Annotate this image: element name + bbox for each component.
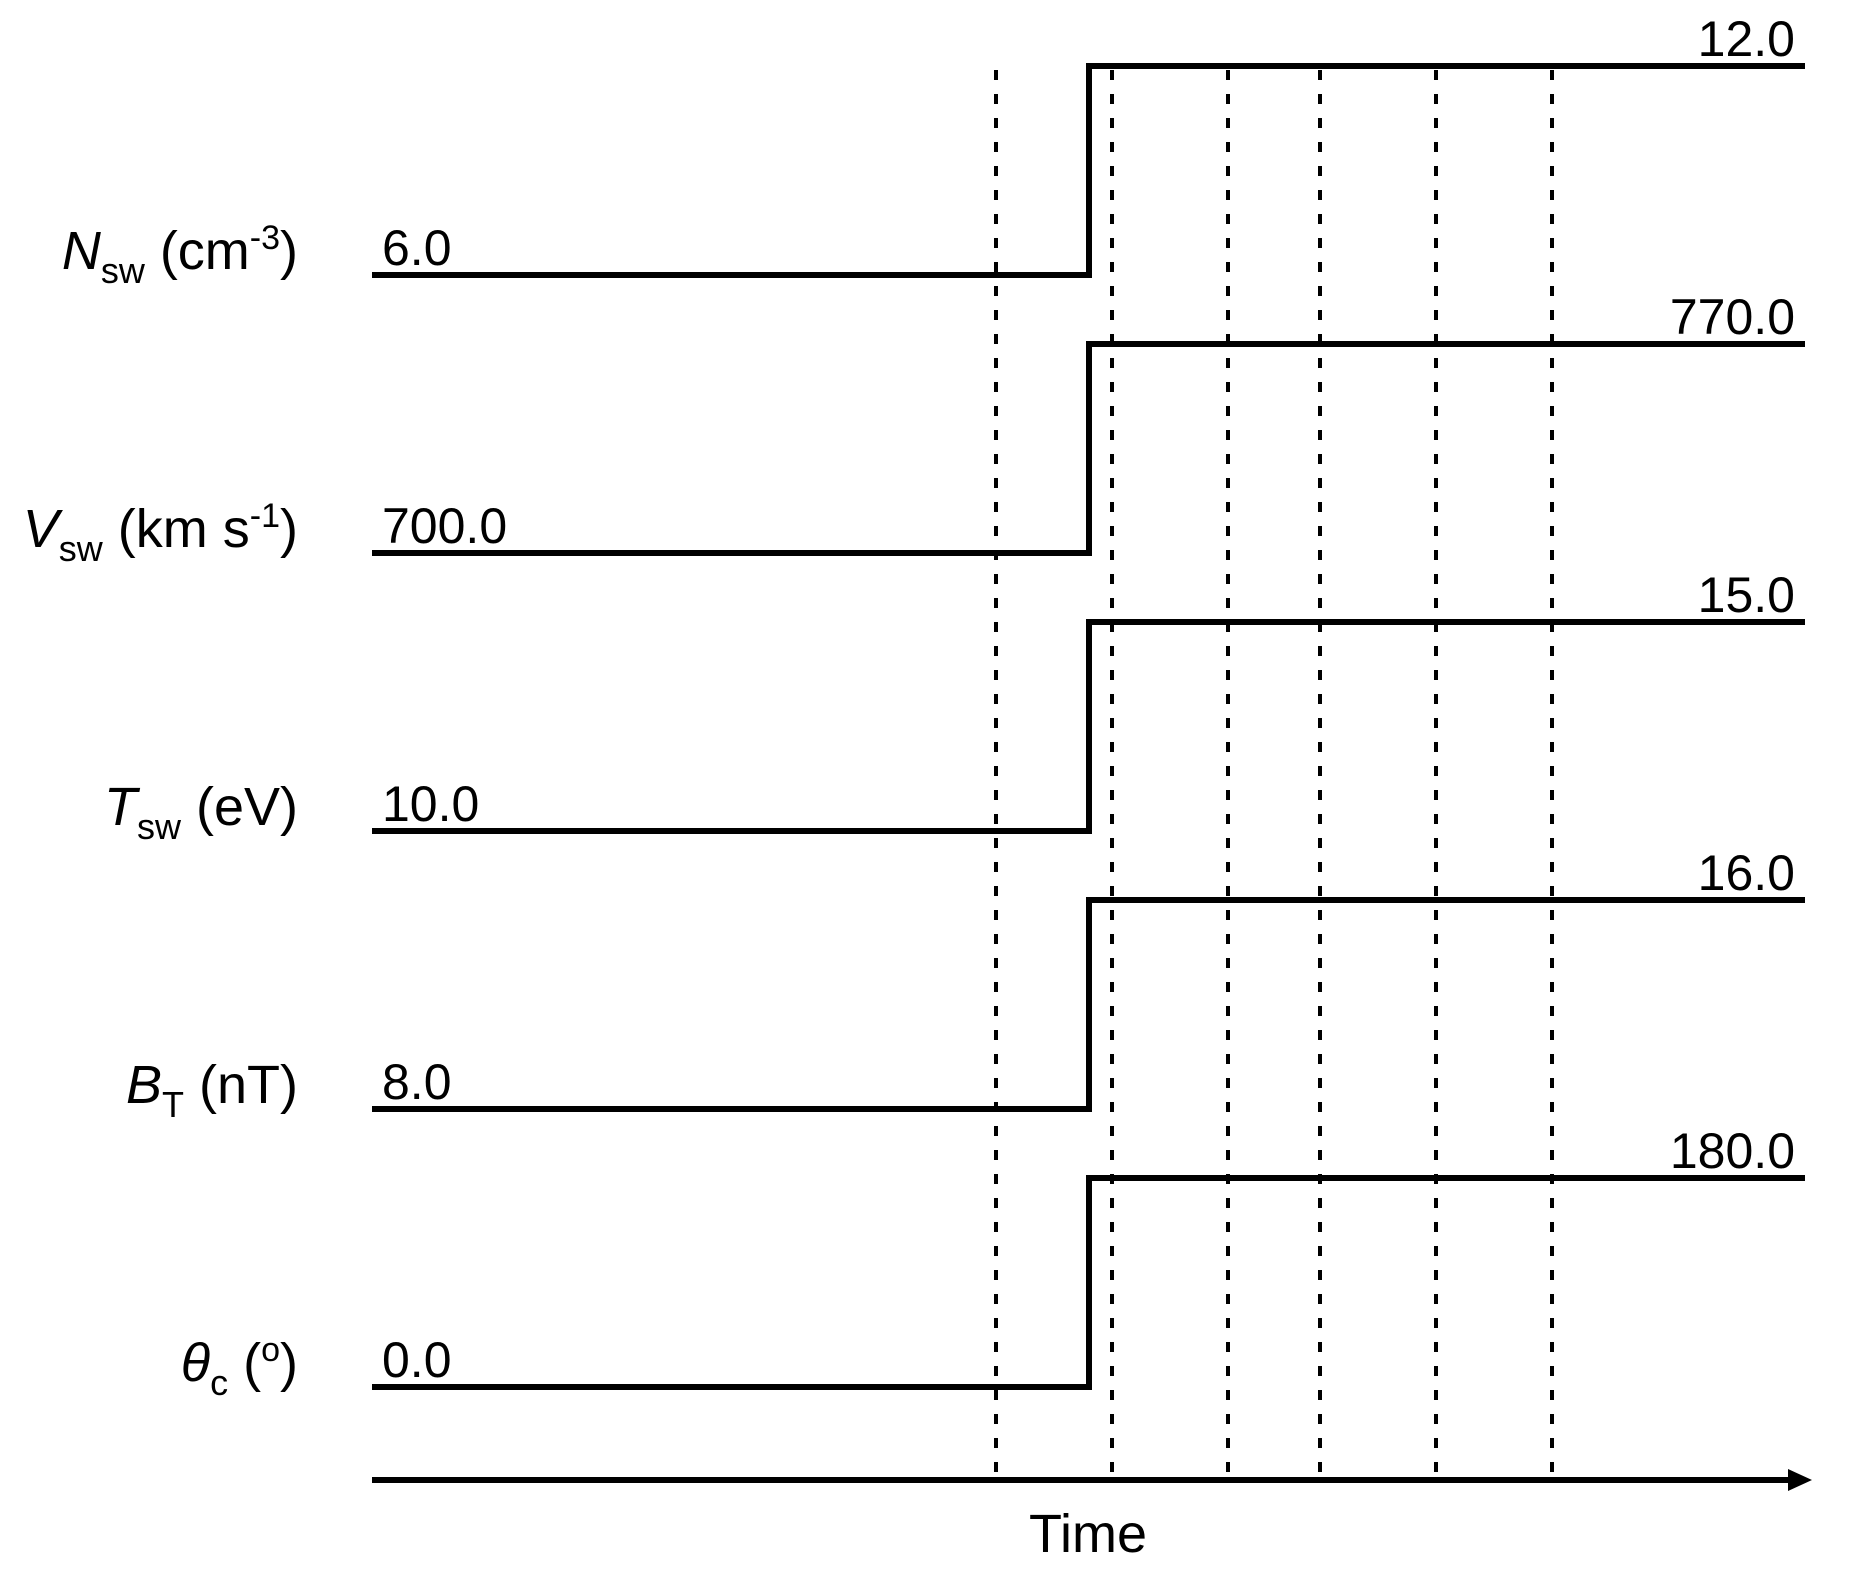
parameter-label: Vsw (km s-1) — [23, 497, 298, 569]
value-after: 16.0 — [1698, 845, 1795, 901]
time-axis: Time — [372, 1469, 1812, 1564]
value-before: 10.0 — [382, 776, 479, 832]
value-after: 770.0 — [1670, 289, 1795, 345]
parameter-symbol: B — [126, 1055, 162, 1115]
parameter-symbol: T — [104, 777, 141, 837]
value-before: 8.0 — [382, 1054, 452, 1110]
parameter-unit-superscript: -1 — [250, 497, 280, 535]
parameter-subscript: sw — [59, 528, 104, 569]
parameter-unit: (cm — [145, 221, 250, 281]
panel-3: 10.0 15.0 Tsw (eV) — [104, 567, 1805, 847]
time-axis-arrowhead — [1788, 1469, 1812, 1491]
parameter-symbol: θ — [181, 1333, 210, 1393]
step-trace — [372, 1175, 1805, 1390]
parameter-unit-superscript: -3 — [250, 219, 280, 257]
parameter-unit-close: ) — [280, 221, 298, 281]
parameter-label: BT (nT) — [126, 1055, 298, 1125]
step-trace — [372, 341, 1805, 556]
panel-5: 0.0 180.0 θc (o) — [181, 1123, 1805, 1403]
parameter-label: θc (o) — [181, 1331, 298, 1403]
parameter-symbol: N — [62, 221, 102, 281]
value-before: 700.0 — [382, 498, 507, 554]
parameter-subscript: sw — [101, 250, 146, 291]
step-trace — [372, 619, 1805, 834]
panel-2: 700.0 770.0 Vsw (km s-1) — [23, 289, 1805, 569]
parameter-subscript: T — [162, 1084, 184, 1125]
parameter-label: Nsw (cm-3) — [62, 219, 298, 291]
parameter-unit: (eV) — [181, 777, 298, 837]
parameter-unit: ( — [228, 1333, 261, 1393]
value-after: 15.0 — [1698, 567, 1795, 623]
parameter-subscript: sw — [137, 806, 182, 847]
value-before: 6.0 — [382, 220, 452, 276]
parameter-unit: (nT) — [184, 1055, 298, 1115]
parameter-unit-superscript: o — [261, 1331, 280, 1369]
value-before: 0.0 — [382, 1332, 452, 1388]
parameter-label: Tsw (eV) — [104, 777, 298, 847]
parameter-unit: (km s — [103, 499, 250, 559]
time-axis-label: Time — [1029, 1504, 1147, 1564]
step-trace — [372, 63, 1805, 278]
parameter-unit-close: ) — [280, 499, 298, 559]
parameter-subscript: c — [210, 1362, 228, 1403]
value-after: 12.0 — [1698, 11, 1795, 67]
value-after: 180.0 — [1670, 1123, 1795, 1179]
parameter-unit-close: ) — [280, 1333, 298, 1393]
panel-4: 8.0 16.0 BT (nT) — [126, 845, 1805, 1125]
step-trace — [372, 897, 1805, 1112]
panel-1: 6.0 12.0 Nsw (cm-3) — [62, 11, 1805, 291]
parameter-symbol: V — [23, 499, 64, 559]
dotted-time-markers — [994, 70, 1554, 1478]
